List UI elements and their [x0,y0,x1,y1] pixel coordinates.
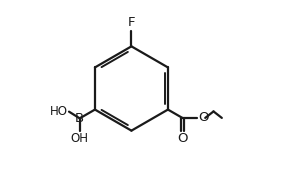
Text: O: O [198,111,209,124]
Text: B: B [75,112,84,125]
Text: OH: OH [71,132,89,145]
Text: F: F [128,16,135,29]
Text: HO: HO [50,105,68,118]
Text: O: O [177,132,188,145]
